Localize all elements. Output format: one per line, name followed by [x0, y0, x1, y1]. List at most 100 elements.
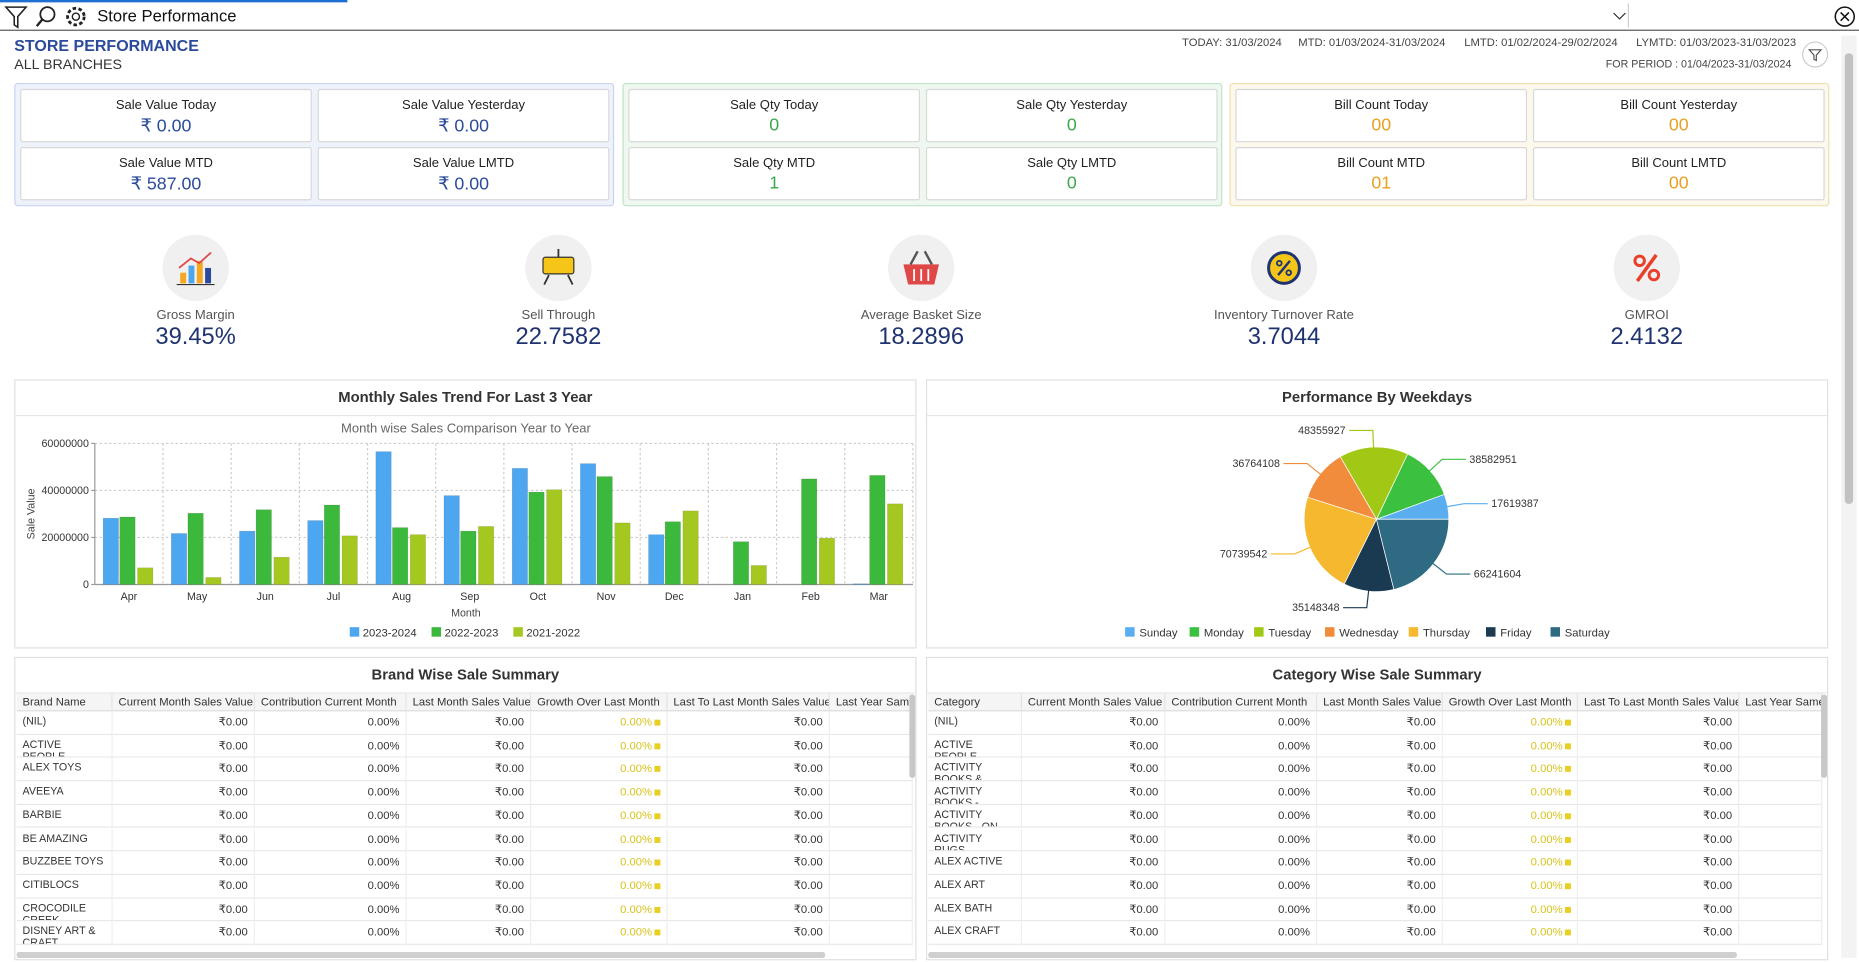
icon-bar [189, 266, 195, 284]
x-tick-label: Nov [597, 591, 617, 603]
x-tick-label: Jul [327, 591, 341, 603]
legend-swatch [1254, 627, 1263, 636]
table-scrollbar [1821, 695, 1827, 778]
row-label: ALEX CRAFT [928, 922, 1022, 945]
table-cell: ₹0.00 [407, 922, 531, 945]
table-cell: 0.00% [531, 735, 667, 758]
legend-label: 2021-2022 [526, 628, 580, 640]
legend-label: Thursday [1423, 628, 1470, 640]
table-cell: 0.00% [1165, 898, 1317, 921]
table-cell [1739, 735, 1822, 758]
table-cell [1739, 851, 1822, 874]
row-label: ACTIVITY BOOKS - ON THE GO [928, 805, 1022, 828]
data-label: 17619387 [1491, 498, 1538, 510]
table-cell: 0.00% [531, 711, 667, 734]
bar [342, 536, 357, 585]
data-label: 70739542 [1220, 548, 1267, 560]
legend-label: 2023-2024 [363, 628, 417, 640]
table-cell: ₹0.00 [1022, 828, 1165, 851]
icon-sign [543, 257, 574, 274]
bar [392, 528, 407, 585]
x-tick-label: Jan [734, 591, 751, 603]
chart-subtitle: Month wise Sales Comparison Year to Year [341, 421, 592, 436]
column-header: Last Year Same [1739, 694, 1822, 712]
table-cell: 0.00% [1165, 875, 1317, 898]
legend-swatch [1486, 627, 1495, 636]
table-cell: ₹0.00 [667, 898, 829, 921]
table-cell [1739, 805, 1822, 828]
table-cell: 0.00% [1165, 781, 1317, 804]
column-header: Growth Over Last Month [531, 694, 667, 712]
legend-swatch [350, 627, 359, 636]
table-cell: ₹0.00 [1317, 922, 1443, 945]
table-cell: 0.00% [1443, 735, 1578, 758]
bar [410, 535, 425, 585]
bar [580, 464, 595, 585]
bar [308, 521, 323, 585]
table-hscrollbar [928, 952, 1737, 958]
table-cell [1739, 711, 1822, 734]
table-cell: 0.00% [1165, 711, 1317, 734]
legend-label: Friday [1500, 628, 1532, 640]
table-cell [1739, 781, 1822, 804]
table-cell: 0.00% [1443, 898, 1578, 921]
y-tick-label: 0 [83, 579, 89, 591]
bar [649, 535, 664, 585]
table-cell: ₹0.00 [1022, 898, 1165, 921]
x-tick-label: Dec [665, 591, 685, 603]
legend-swatch [1190, 627, 1199, 636]
icon-bar [205, 268, 211, 283]
table-cell: 0.00% [1165, 758, 1317, 781]
row-label: CROCODILE CREEK [17, 898, 113, 921]
table-cell: ₹0.00 [1578, 781, 1739, 804]
bar [801, 479, 816, 585]
bar [478, 526, 493, 584]
bar [529, 492, 544, 584]
table-cell: 0.00% [1443, 805, 1578, 828]
table-cell: 0.00% [255, 711, 407, 734]
table-cell: 0.00% [1443, 781, 1578, 804]
x-tick-label: Oct [530, 591, 547, 603]
column-header: Brand Name [17, 694, 113, 712]
column-header: Last Month Sales Value [1317, 694, 1443, 712]
bar [188, 513, 203, 584]
table-cell [830, 922, 913, 945]
table-cell: 0.00% [255, 922, 407, 945]
x-axis-label: Month [451, 608, 481, 620]
bar [683, 511, 698, 585]
x-tick-label: Sep [460, 591, 479, 603]
column-header: Last To Last Month Sales Value [667, 694, 829, 712]
row-label: (NIL) [928, 711, 1022, 734]
table-cell: ₹0.00 [667, 758, 829, 781]
row-label: ACTIVITY BOOKS - COLORING/PAINTING [928, 781, 1022, 804]
bar [512, 468, 527, 584]
table-cell: ₹0.00 [113, 898, 255, 921]
table-cell: ₹0.00 [1022, 922, 1165, 945]
table-cell: 0.00% [1443, 758, 1578, 781]
legend-label: Sunday [1139, 628, 1178, 640]
leader-line [1349, 430, 1373, 449]
bar [547, 490, 562, 585]
leader-line [1271, 547, 1312, 554]
table-cell: ₹0.00 [1022, 711, 1165, 734]
table-cell: ₹0.00 [407, 875, 531, 898]
row-label: BE AMAZING [17, 828, 113, 851]
table-cell: 0.00% [531, 875, 667, 898]
table-cell: ₹0.00 [667, 711, 829, 734]
legend-swatch [432, 627, 441, 636]
table-cell: ₹0.00 [1317, 711, 1443, 734]
table-cell: 0.00% [255, 781, 407, 804]
legend-swatch [1551, 627, 1560, 636]
legend-swatch [1125, 627, 1134, 636]
table-cell: ₹0.00 [1578, 922, 1739, 945]
column-header: Current Month Sales Value [1022, 694, 1165, 712]
table-cell: ₹0.00 [113, 711, 255, 734]
x-tick-label: Jun [257, 591, 274, 603]
table-cell: 0.00% [1443, 711, 1578, 734]
row-label: BARBIE [17, 805, 113, 828]
legend-label: Monday [1204, 628, 1244, 640]
table-cell: ₹0.00 [1578, 875, 1739, 898]
legend-swatch [513, 627, 522, 636]
bar [751, 565, 766, 584]
bar [444, 496, 459, 585]
